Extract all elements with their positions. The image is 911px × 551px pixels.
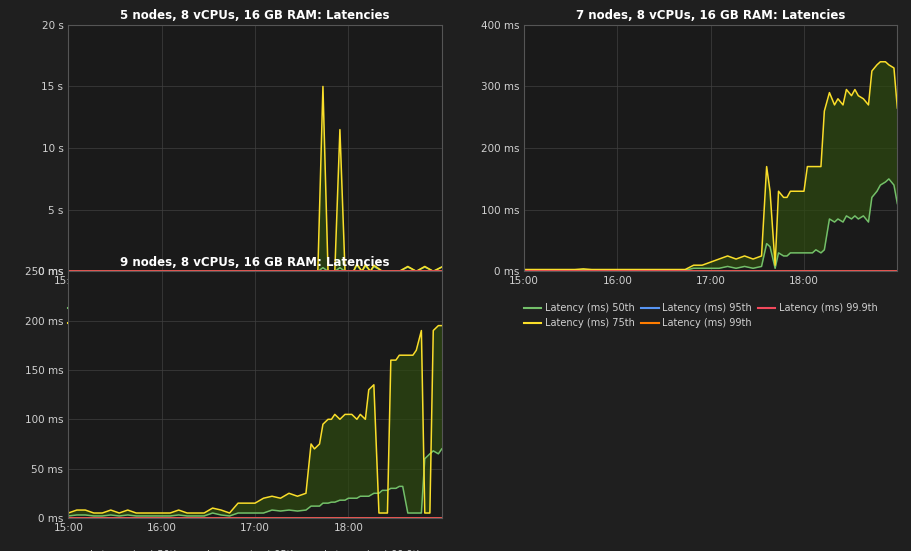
Title: 5 nodes, 8 vCPUs, 16 GB RAM: Latencies: 5 nodes, 8 vCPUs, 16 GB RAM: Latencies (120, 9, 390, 22)
Title: 9 nodes, 8 vCPUs, 16 GB RAM: Latencies: 9 nodes, 8 vCPUs, 16 GB RAM: Latencies (120, 256, 390, 269)
Legend: Latency (ms) 50th, Latency (ms) 75th, Latency (ms) 95th, Latency (ms) 99th, Late: Latency (ms) 50th, Latency (ms) 75th, La… (68, 304, 423, 328)
Legend: Latency (ms) 50th, Latency (ms) 75th, Latency (ms) 95th, Latency (ms) 99th, Late: Latency (ms) 50th, Latency (ms) 75th, La… (524, 304, 878, 328)
Title: 7 nodes, 8 vCPUs, 16 GB RAM: Latencies: 7 nodes, 8 vCPUs, 16 GB RAM: Latencies (576, 9, 845, 22)
Legend: Latency (ms) 50th, Latency (ms) 75th, Latency (ms) 95th, Latency (ms) 99th, Late: Latency (ms) 50th, Latency (ms) 75th, La… (68, 550, 423, 551)
